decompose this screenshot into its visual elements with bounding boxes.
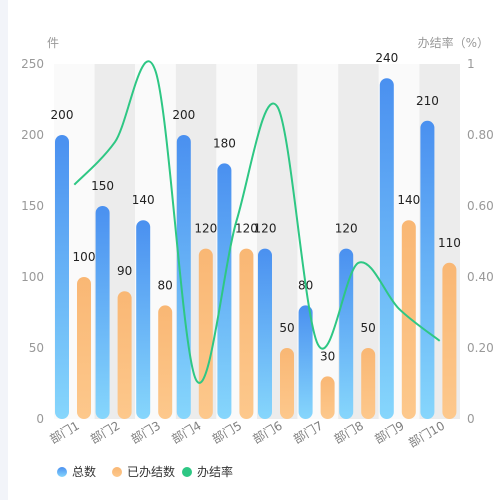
bar-total-value-label: 150	[91, 179, 114, 193]
bar-completed-value-label: 140	[397, 193, 420, 207]
bar-completed-value-label: 30	[320, 349, 335, 363]
bar-completed-value-label: 120	[194, 222, 217, 236]
bar-total-value-label: 120	[335, 222, 358, 236]
category-bands	[54, 64, 460, 419]
bar-completed[interactable]	[442, 262, 457, 419]
bar-completed[interactable]	[77, 277, 91, 419]
bar-total-value-label: 180	[213, 136, 236, 150]
category-tick-label: 部门3	[128, 418, 163, 447]
legend-item-label[interactable]: 办结率	[197, 464, 233, 479]
bar-completed[interactable]	[117, 291, 132, 419]
left-edge-strip	[0, 0, 8, 500]
right-axis: 0 0.20 0.40 0.60 0.80 1	[467, 57, 494, 426]
bar-total[interactable]	[420, 120, 435, 420]
category-tick-label: 部门1	[47, 418, 82, 447]
right-axis-tick-label: 0	[467, 412, 475, 426]
bar-total-value-label: 140	[132, 193, 155, 207]
bar-completed[interactable]	[239, 248, 254, 419]
bar-total[interactable]	[379, 78, 394, 419]
category-tick-label: 部门10	[406, 418, 448, 451]
legend-swatch	[112, 467, 122, 477]
right-axis-tick-label: 0.80	[467, 128, 494, 142]
bar-total-value-label: 200	[51, 108, 74, 122]
legend[interactable]: 总数 已办结数 办结率	[57, 464, 233, 479]
bar-completed[interactable]	[198, 248, 213, 419]
category-tick-label: 部门8	[331, 418, 366, 447]
bar-completed[interactable]	[361, 348, 376, 419]
category-tick-label: 部门5	[209, 418, 244, 447]
category-axis: 部门1 部门2 部门3 部门4 部门5 部门6 部门7 部门8 部门9 部门10	[47, 418, 447, 451]
category-tick-label: 部门2	[87, 418, 122, 447]
bar-total-value-label: 240	[375, 51, 398, 65]
left-axis-tick-label: 200	[21, 128, 44, 142]
bar-completed-value-label: 80	[158, 278, 173, 292]
legend-item-label[interactable]: 总数	[72, 464, 96, 479]
bar-completed[interactable]	[280, 348, 294, 419]
bar-completed-value-label: 120	[235, 222, 258, 236]
right-axis-tick-label: 0.60	[467, 199, 494, 213]
bar-total[interactable]	[298, 305, 313, 419]
left-axis: 0 50 100 150 200 250	[21, 57, 44, 426]
bar-completed[interactable]	[320, 376, 335, 419]
bar-total[interactable]	[217, 163, 232, 419]
bar-completed[interactable]	[158, 305, 173, 419]
bar-total[interactable]	[95, 206, 110, 419]
bar-total[interactable]	[258, 248, 272, 419]
bar-total[interactable]	[136, 220, 151, 419]
bar-total-value-label: 120	[254, 222, 277, 236]
right-axis-tick-label: 0.40	[467, 270, 494, 284]
left-axis-title: 件	[47, 36, 59, 50]
legend-swatch	[57, 467, 67, 477]
right-axis-tick-label: 0.20	[467, 341, 494, 355]
right-axis-tick-label: 1	[467, 57, 475, 71]
left-axis-tick-label: 100	[21, 270, 44, 284]
category-tick-label: 部门4	[169, 418, 204, 447]
bar-total-value-label: 210	[416, 94, 439, 108]
line-series	[73, 60, 441, 384]
right-axis-title: 办结率（%）	[418, 35, 489, 50]
bar-completed[interactable]	[401, 220, 416, 419]
left-axis-tick-label: 0	[36, 412, 44, 426]
bar-total-value-label: 200	[172, 108, 195, 122]
left-axis-tick-label: 150	[21, 199, 44, 213]
legend-item-label[interactable]: 已办结数	[127, 464, 175, 479]
left-axis-tick-label: 50	[29, 341, 44, 355]
bar-completed-value-label: 100	[73, 250, 96, 264]
legend-swatch	[182, 467, 192, 477]
bar-completed-value-label: 50	[279, 321, 294, 335]
category-tick-label: 部门9	[372, 418, 407, 447]
bar-total[interactable]	[176, 135, 191, 419]
bar-total[interactable]	[55, 135, 69, 419]
bar-completed-value-label: 90	[117, 264, 132, 278]
bar-completed-value-label: 50	[361, 321, 376, 335]
category-tick-label: 部门7	[290, 418, 325, 447]
bar-completed-value-label: 110	[438, 236, 461, 250]
bar-value-labels: 2001001509014080200120180120120508030120…	[51, 51, 461, 363]
left-axis-tick-label: 250	[21, 57, 44, 71]
category-tick-label: 部门6	[250, 418, 285, 447]
completion-rate-line[interactable]	[73, 60, 441, 384]
bar-series	[55, 78, 457, 420]
bar-total[interactable]	[339, 248, 354, 419]
